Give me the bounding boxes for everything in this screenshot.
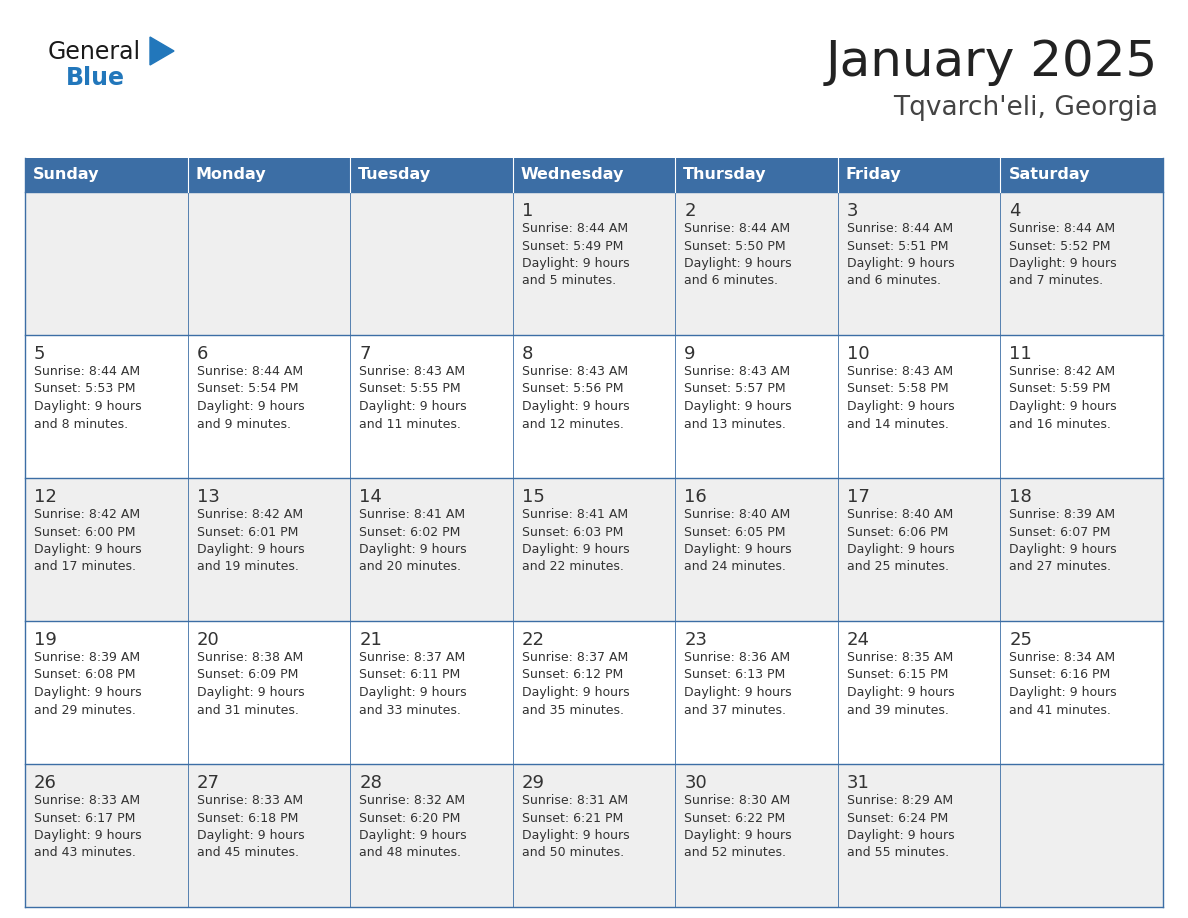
Text: Sunrise: 8:44 AM
Sunset: 5:50 PM
Daylight: 9 hours
and 6 minutes.: Sunrise: 8:44 AM Sunset: 5:50 PM Dayligh… [684,222,792,287]
Text: Tqvarch'eli, Georgia: Tqvarch'eli, Georgia [893,95,1158,121]
Text: 6: 6 [196,345,208,363]
Bar [25,478,1163,621]
Bar [25,158,188,192]
Text: 29: 29 [522,774,545,792]
Text: Sunrise: 8:30 AM
Sunset: 6:22 PM
Daylight: 9 hours
and 52 minutes.: Sunrise: 8:30 AM Sunset: 6:22 PM Dayligh… [684,794,792,859]
Text: Sunrise: 8:41 AM
Sunset: 6:03 PM
Daylight: 9 hours
and 22 minutes.: Sunrise: 8:41 AM Sunset: 6:03 PM Dayligh… [522,508,630,574]
Text: Sunrise: 8:29 AM
Sunset: 6:24 PM
Daylight: 9 hours
and 55 minutes.: Sunrise: 8:29 AM Sunset: 6:24 PM Dayligh… [847,794,954,859]
Text: Sunrise: 8:42 AM
Sunset: 5:59 PM
Daylight: 9 hours
and 16 minutes.: Sunrise: 8:42 AM Sunset: 5:59 PM Dayligh… [1010,365,1117,431]
Polygon shape [150,37,173,65]
Text: 18: 18 [1010,488,1032,506]
Text: 27: 27 [196,774,220,792]
Text: 2: 2 [684,202,696,220]
Text: 23: 23 [684,631,707,649]
Text: Sunrise: 8:37 AM
Sunset: 6:12 PM
Daylight: 9 hours
and 35 minutes.: Sunrise: 8:37 AM Sunset: 6:12 PM Dayligh… [522,651,630,717]
Bar [1000,158,1163,192]
Text: January 2025: January 2025 [826,38,1158,86]
Text: Friday: Friday [846,167,902,183]
Text: Sunrise: 8:40 AM
Sunset: 6:06 PM
Daylight: 9 hours
and 25 minutes.: Sunrise: 8:40 AM Sunset: 6:06 PM Dayligh… [847,508,954,574]
Text: Sunrise: 8:42 AM
Sunset: 6:00 PM
Daylight: 9 hours
and 17 minutes.: Sunrise: 8:42 AM Sunset: 6:00 PM Dayligh… [34,508,141,574]
Text: 28: 28 [359,774,383,792]
Text: Saturday: Saturday [1009,167,1089,183]
Bar [25,192,1163,335]
Text: Monday: Monday [196,167,266,183]
Text: 24: 24 [847,631,870,649]
Text: 17: 17 [847,488,870,506]
Bar [350,158,513,192]
Text: Blue: Blue [67,66,125,90]
Text: 4: 4 [1010,202,1020,220]
Bar [25,335,1163,478]
Text: Sunrise: 8:43 AM
Sunset: 5:58 PM
Daylight: 9 hours
and 14 minutes.: Sunrise: 8:43 AM Sunset: 5:58 PM Dayligh… [847,365,954,431]
Text: Sunrise: 8:43 AM
Sunset: 5:55 PM
Daylight: 9 hours
and 11 minutes.: Sunrise: 8:43 AM Sunset: 5:55 PM Dayligh… [359,365,467,431]
Bar [188,158,350,192]
Bar [675,158,838,192]
Text: 3: 3 [847,202,859,220]
Text: Sunrise: 8:42 AM
Sunset: 6:01 PM
Daylight: 9 hours
and 19 minutes.: Sunrise: 8:42 AM Sunset: 6:01 PM Dayligh… [196,508,304,574]
Text: 10: 10 [847,345,870,363]
Text: Sunrise: 8:37 AM
Sunset: 6:11 PM
Daylight: 9 hours
and 33 minutes.: Sunrise: 8:37 AM Sunset: 6:11 PM Dayligh… [359,651,467,717]
Text: 1: 1 [522,202,533,220]
Bar [25,621,1163,764]
Text: Sunrise: 8:38 AM
Sunset: 6:09 PM
Daylight: 9 hours
and 31 minutes.: Sunrise: 8:38 AM Sunset: 6:09 PM Dayligh… [196,651,304,717]
Text: Sunrise: 8:32 AM
Sunset: 6:20 PM
Daylight: 9 hours
and 48 minutes.: Sunrise: 8:32 AM Sunset: 6:20 PM Dayligh… [359,794,467,859]
Text: Sunday: Sunday [33,167,100,183]
Text: Wednesday: Wednesday [520,167,624,183]
Text: General: General [48,40,141,64]
Text: 20: 20 [196,631,220,649]
Text: 21: 21 [359,631,383,649]
Text: 8: 8 [522,345,533,363]
Text: 16: 16 [684,488,707,506]
Text: 5: 5 [34,345,45,363]
Text: 13: 13 [196,488,220,506]
Text: 22: 22 [522,631,545,649]
Text: Sunrise: 8:43 AM
Sunset: 5:57 PM
Daylight: 9 hours
and 13 minutes.: Sunrise: 8:43 AM Sunset: 5:57 PM Dayligh… [684,365,792,431]
Text: 14: 14 [359,488,383,506]
Text: 25: 25 [1010,631,1032,649]
Text: 15: 15 [522,488,544,506]
Text: Sunrise: 8:44 AM
Sunset: 5:53 PM
Daylight: 9 hours
and 8 minutes.: Sunrise: 8:44 AM Sunset: 5:53 PM Dayligh… [34,365,141,431]
Text: Sunrise: 8:36 AM
Sunset: 6:13 PM
Daylight: 9 hours
and 37 minutes.: Sunrise: 8:36 AM Sunset: 6:13 PM Dayligh… [684,651,792,717]
Bar [513,158,675,192]
Text: Sunrise: 8:34 AM
Sunset: 6:16 PM
Daylight: 9 hours
and 41 minutes.: Sunrise: 8:34 AM Sunset: 6:16 PM Dayligh… [1010,651,1117,717]
Text: Sunrise: 8:33 AM
Sunset: 6:18 PM
Daylight: 9 hours
and 45 minutes.: Sunrise: 8:33 AM Sunset: 6:18 PM Dayligh… [196,794,304,859]
Text: Sunrise: 8:31 AM
Sunset: 6:21 PM
Daylight: 9 hours
and 50 minutes.: Sunrise: 8:31 AM Sunset: 6:21 PM Dayligh… [522,794,630,859]
Text: Sunrise: 8:40 AM
Sunset: 6:05 PM
Daylight: 9 hours
and 24 minutes.: Sunrise: 8:40 AM Sunset: 6:05 PM Dayligh… [684,508,792,574]
Text: Sunrise: 8:44 AM
Sunset: 5:51 PM
Daylight: 9 hours
and 6 minutes.: Sunrise: 8:44 AM Sunset: 5:51 PM Dayligh… [847,222,954,287]
Bar [838,158,1000,192]
Text: Thursday: Thursday [683,167,766,183]
Text: Sunrise: 8:35 AM
Sunset: 6:15 PM
Daylight: 9 hours
and 39 minutes.: Sunrise: 8:35 AM Sunset: 6:15 PM Dayligh… [847,651,954,717]
Text: 7: 7 [359,345,371,363]
Text: Sunrise: 8:44 AM
Sunset: 5:49 PM
Daylight: 9 hours
and 5 minutes.: Sunrise: 8:44 AM Sunset: 5:49 PM Dayligh… [522,222,630,287]
Text: Sunrise: 8:33 AM
Sunset: 6:17 PM
Daylight: 9 hours
and 43 minutes.: Sunrise: 8:33 AM Sunset: 6:17 PM Dayligh… [34,794,141,859]
Text: 11: 11 [1010,345,1032,363]
Text: 12: 12 [34,488,57,506]
Text: Sunrise: 8:44 AM
Sunset: 5:54 PM
Daylight: 9 hours
and 9 minutes.: Sunrise: 8:44 AM Sunset: 5:54 PM Dayligh… [196,365,304,431]
Text: Sunrise: 8:41 AM
Sunset: 6:02 PM
Daylight: 9 hours
and 20 minutes.: Sunrise: 8:41 AM Sunset: 6:02 PM Dayligh… [359,508,467,574]
Text: 31: 31 [847,774,870,792]
Text: 26: 26 [34,774,57,792]
Text: 30: 30 [684,774,707,792]
Text: Sunrise: 8:44 AM
Sunset: 5:52 PM
Daylight: 9 hours
and 7 minutes.: Sunrise: 8:44 AM Sunset: 5:52 PM Dayligh… [1010,222,1117,287]
Text: Sunrise: 8:39 AM
Sunset: 6:08 PM
Daylight: 9 hours
and 29 minutes.: Sunrise: 8:39 AM Sunset: 6:08 PM Dayligh… [34,651,141,717]
Text: 19: 19 [34,631,57,649]
Bar [25,764,1163,907]
Text: Tuesday: Tuesday [358,167,431,183]
Text: Sunrise: 8:39 AM
Sunset: 6:07 PM
Daylight: 9 hours
and 27 minutes.: Sunrise: 8:39 AM Sunset: 6:07 PM Dayligh… [1010,508,1117,574]
Text: Sunrise: 8:43 AM
Sunset: 5:56 PM
Daylight: 9 hours
and 12 minutes.: Sunrise: 8:43 AM Sunset: 5:56 PM Dayligh… [522,365,630,431]
Text: 9: 9 [684,345,696,363]
